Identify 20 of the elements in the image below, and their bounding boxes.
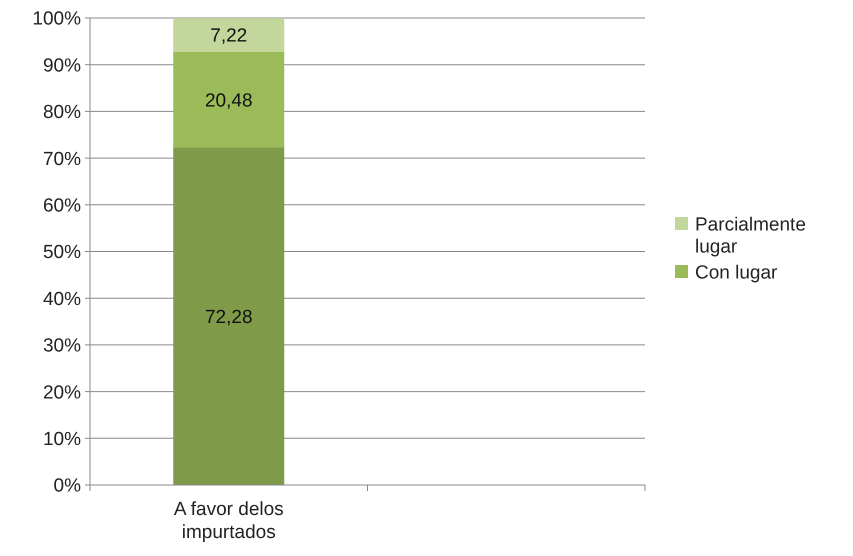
y-tick-label: 60% bbox=[42, 195, 82, 216]
bar bbox=[173, 147, 284, 485]
y-tick-label: 20% bbox=[42, 382, 82, 404]
y-tick-label: 50% bbox=[42, 242, 82, 264]
data-label: 20,48 bbox=[204, 90, 253, 112]
y-tick-label: 30% bbox=[42, 336, 82, 357]
y-tick-label: 90% bbox=[42, 55, 82, 76]
x-tick-label: A favor delos impurtados bbox=[174, 499, 284, 543]
y-tick-label: 70% bbox=[42, 148, 82, 170]
y-tick-label: 10% bbox=[42, 428, 82, 450]
legend-label: Parcialmente lugar bbox=[695, 214, 806, 258]
data-label: 7,22 bbox=[210, 26, 248, 47]
y-tick-label: 80% bbox=[42, 102, 82, 124]
bar bbox=[173, 18, 284, 52]
legend-label: Con lugar bbox=[695, 262, 778, 284]
y-tick-label: 40% bbox=[42, 288, 82, 310]
y-tick-label: 100% bbox=[32, 8, 82, 30]
data-label: 72,28 bbox=[204, 306, 253, 328]
bar bbox=[173, 52, 284, 148]
y-tick-label: 0% bbox=[54, 476, 82, 497]
